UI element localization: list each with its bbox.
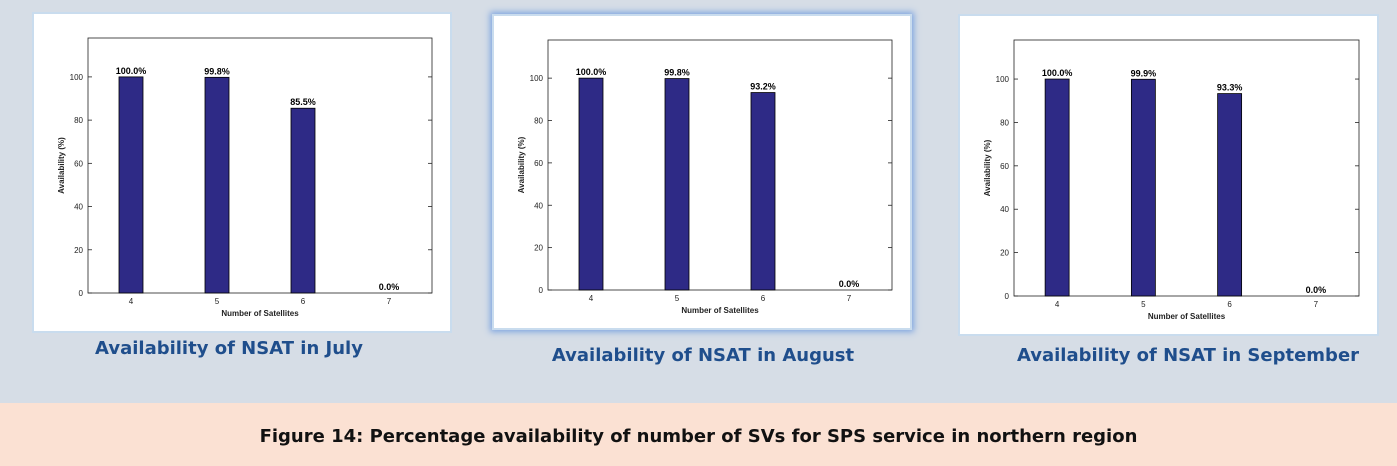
y-tick-label: 0 bbox=[79, 289, 84, 298]
y-tick-label: 20 bbox=[1000, 249, 1009, 258]
y-tick-label: 60 bbox=[74, 159, 83, 168]
y-tick-label: 0 bbox=[539, 286, 544, 295]
y-tick-label: 60 bbox=[1000, 162, 1009, 171]
value-label: 93.3% bbox=[1217, 83, 1243, 93]
value-label: 100.0% bbox=[116, 66, 147, 76]
chart-panel: 0 20 40 60 80 100 4 100.0% 5 99.8% 6 85.5% 7 0.0% Numb… bbox=[32, 12, 452, 333]
y-tick-label: 100 bbox=[530, 74, 544, 83]
x-tick-label: 6 bbox=[761, 294, 766, 303]
x-tick-label: 4 bbox=[1055, 300, 1060, 309]
x-tick-label: 4 bbox=[589, 294, 594, 303]
bar bbox=[664, 78, 690, 291]
y-axis-label: Availability (%) bbox=[983, 139, 992, 196]
y-axis-label: Availability (%) bbox=[517, 136, 526, 193]
bar bbox=[118, 76, 144, 294]
x-tick-label: 7 bbox=[387, 297, 392, 306]
x-axis-label: Number of Satellites bbox=[1148, 312, 1226, 321]
y-tick-label: 100 bbox=[70, 73, 84, 82]
x-tick-label: 5 bbox=[1141, 300, 1146, 309]
bar bbox=[290, 107, 316, 294]
x-tick-label: 4 bbox=[129, 297, 134, 306]
y-tick-label: 40 bbox=[534, 201, 543, 210]
x-tick-label: 6 bbox=[301, 297, 306, 306]
y-tick-label: 40 bbox=[74, 203, 83, 212]
x-axis-label: Number of Satellites bbox=[681, 306, 759, 315]
caption-band bbox=[0, 403, 1397, 466]
x-tick-label: 7 bbox=[847, 294, 852, 303]
bar bbox=[578, 77, 604, 291]
value-label: 99.9% bbox=[1131, 68, 1157, 78]
value-label: 100.0% bbox=[1042, 68, 1073, 78]
value-label: 85.5% bbox=[290, 97, 316, 107]
value-label: 0.0% bbox=[379, 282, 400, 292]
y-tick-label: 40 bbox=[1000, 205, 1009, 214]
y-tick-label: 80 bbox=[1000, 118, 1009, 127]
y-tick-label: 100 bbox=[996, 75, 1010, 84]
bar bbox=[1217, 93, 1243, 297]
chart-caption: Availability of NSAT in July bbox=[95, 338, 363, 359]
chart: 0 20 40 60 80 100 4 100.0% 5 99.8% 6 85.5% 7 0.0% Numb… bbox=[57, 37, 433, 318]
x-tick-label: 6 bbox=[1227, 300, 1232, 309]
y-tick-label: 20 bbox=[74, 246, 83, 255]
y-tick-label: 0 bbox=[1005, 292, 1010, 301]
x-tick-label: 7 bbox=[1314, 300, 1319, 309]
value-label: 0.0% bbox=[1306, 285, 1327, 295]
plot-frame bbox=[1013, 39, 1360, 297]
x-tick-label: 5 bbox=[215, 297, 220, 306]
x-axis-label: Number of Satellites bbox=[221, 309, 299, 318]
plot-frame bbox=[87, 37, 433, 294]
y-tick-label: 80 bbox=[74, 116, 83, 125]
y-tick-label: 80 bbox=[534, 117, 543, 126]
value-label: 99.8% bbox=[664, 68, 690, 78]
y-tick-label: 60 bbox=[534, 159, 543, 168]
figure-caption: Figure 14: Percentage availability of nu… bbox=[259, 426, 1138, 447]
bar bbox=[204, 76, 230, 294]
plot-frame bbox=[547, 39, 893, 291]
y-axis-label: Availability (%) bbox=[57, 137, 66, 194]
chart: 0 20 40 60 80 100 4 100.0% 5 99.8% 6 93.2% 7 0.0% Numb… bbox=[517, 39, 893, 315]
bar bbox=[750, 92, 776, 291]
chart-caption: Availability of NSAT in September bbox=[1016, 345, 1360, 366]
value-label: 93.2% bbox=[750, 82, 776, 92]
chart-panel: 0 20 40 60 80 100 4 100.0% 5 99.8% 6 93.2% 7 0.0% Numb… bbox=[492, 14, 912, 330]
chart-panel: 0 20 40 60 80 100 4 100.0% 5 99.9% 6 93.3% 7 0.0% Numb… bbox=[958, 14, 1379, 336]
chart: 0 20 40 60 80 100 4 100.0% 5 99.9% 6 93.3% 7 0.0% Numb… bbox=[983, 39, 1360, 321]
bar bbox=[1130, 78, 1156, 297]
chart-caption: Availability of NSAT in August bbox=[551, 345, 855, 366]
bar bbox=[1044, 78, 1070, 297]
value-label: 0.0% bbox=[839, 279, 860, 289]
value-label: 99.8% bbox=[204, 66, 230, 76]
value-label: 100.0% bbox=[576, 67, 607, 77]
x-tick-label: 5 bbox=[675, 294, 680, 303]
y-tick-label: 20 bbox=[534, 244, 543, 253]
